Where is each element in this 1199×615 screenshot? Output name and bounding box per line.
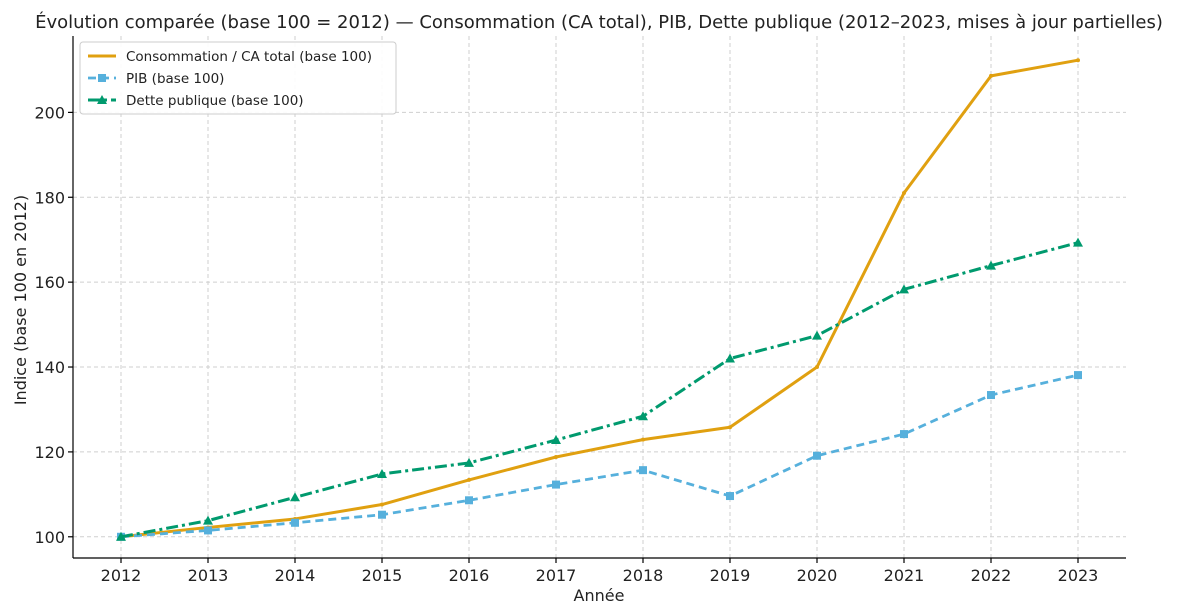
data-point xyxy=(465,496,473,505)
series-2 xyxy=(116,237,1083,541)
data-point xyxy=(1074,371,1082,380)
data-point xyxy=(726,492,734,501)
x-tick-label: 2015 xyxy=(362,566,403,585)
data-point xyxy=(464,457,474,467)
y-axis-label: Indice (base 100 en 2012) xyxy=(11,195,30,405)
legend-label: Dette publique (base 100) xyxy=(126,93,304,109)
x-tick-label: 2017 xyxy=(536,566,577,585)
y-tick-label: 180 xyxy=(34,188,65,207)
x-tick-label: 2013 xyxy=(188,566,229,585)
legend-label: PIB (base 100) xyxy=(126,71,224,87)
data-point xyxy=(204,526,212,535)
y-tick-label: 100 xyxy=(34,528,65,547)
data-point xyxy=(813,451,821,460)
x-tick-label: 2020 xyxy=(797,566,838,585)
y-tick-label: 160 xyxy=(34,273,65,292)
x-tick-label: 2022 xyxy=(971,566,1012,585)
legend-marker xyxy=(98,74,106,82)
data-point xyxy=(987,391,995,400)
series-lines xyxy=(116,58,1083,541)
y-tick-label: 200 xyxy=(34,103,65,122)
legend-item-0: Consommation / CA total (base 100) xyxy=(88,49,372,65)
data-point xyxy=(203,515,213,525)
legend: Consommation / CA total (base 100) PIB (b… xyxy=(79,41,397,115)
data-point xyxy=(551,435,561,445)
data-point xyxy=(291,518,299,527)
y-tick-label: 120 xyxy=(34,443,65,462)
data-point xyxy=(552,480,560,489)
data-point xyxy=(554,454,558,459)
data-point xyxy=(986,260,996,270)
series-line xyxy=(120,241,1079,539)
data-point xyxy=(1073,237,1083,247)
data-point xyxy=(1076,58,1080,63)
legend-box xyxy=(79,41,397,115)
data-point xyxy=(902,191,906,196)
data-point xyxy=(467,477,471,482)
data-point xyxy=(725,353,735,363)
series-line xyxy=(120,373,1079,539)
data-point xyxy=(899,284,909,294)
legend-label: Consommation / CA total (base 100) xyxy=(126,49,372,65)
grid xyxy=(73,36,1126,558)
axes: 2012 2013 2014 2015 2016 2017 2018 2019 2020 2021… xyxy=(34,36,1126,585)
x-tick-label: 2023 xyxy=(1058,566,1099,585)
data-point xyxy=(638,411,648,421)
series-1 xyxy=(117,371,1082,541)
legend-item-2: Dette publique (base 100) xyxy=(88,93,304,109)
legend-item-1: PIB (base 100) xyxy=(88,71,224,87)
data-point xyxy=(290,492,300,502)
x-tick-label: 2018 xyxy=(623,566,664,585)
data-point xyxy=(378,510,386,519)
data-point xyxy=(815,365,819,370)
data-point xyxy=(728,425,732,430)
chart-title: Évolution comparée (base 100 = 2012) — C… xyxy=(35,11,1163,33)
series-0 xyxy=(119,58,1080,539)
series-line xyxy=(120,58,1079,539)
data-point xyxy=(900,430,908,439)
x-tick-label: 2014 xyxy=(275,566,316,585)
data-point xyxy=(380,502,384,507)
x-tick-label: 2021 xyxy=(884,566,925,585)
data-point xyxy=(641,437,645,442)
x-tick-label: 2019 xyxy=(710,566,751,585)
x-tick-label: 2012 xyxy=(101,566,142,585)
x-tick-label: 2016 xyxy=(449,566,490,585)
x-axis-label: Année xyxy=(574,586,625,605)
legend-marker xyxy=(97,95,107,104)
y-tick-label: 140 xyxy=(34,358,65,377)
data-point xyxy=(377,468,387,478)
data-point xyxy=(812,330,822,340)
data-point xyxy=(639,466,647,475)
data-point xyxy=(116,531,126,541)
data-point xyxy=(989,73,993,78)
